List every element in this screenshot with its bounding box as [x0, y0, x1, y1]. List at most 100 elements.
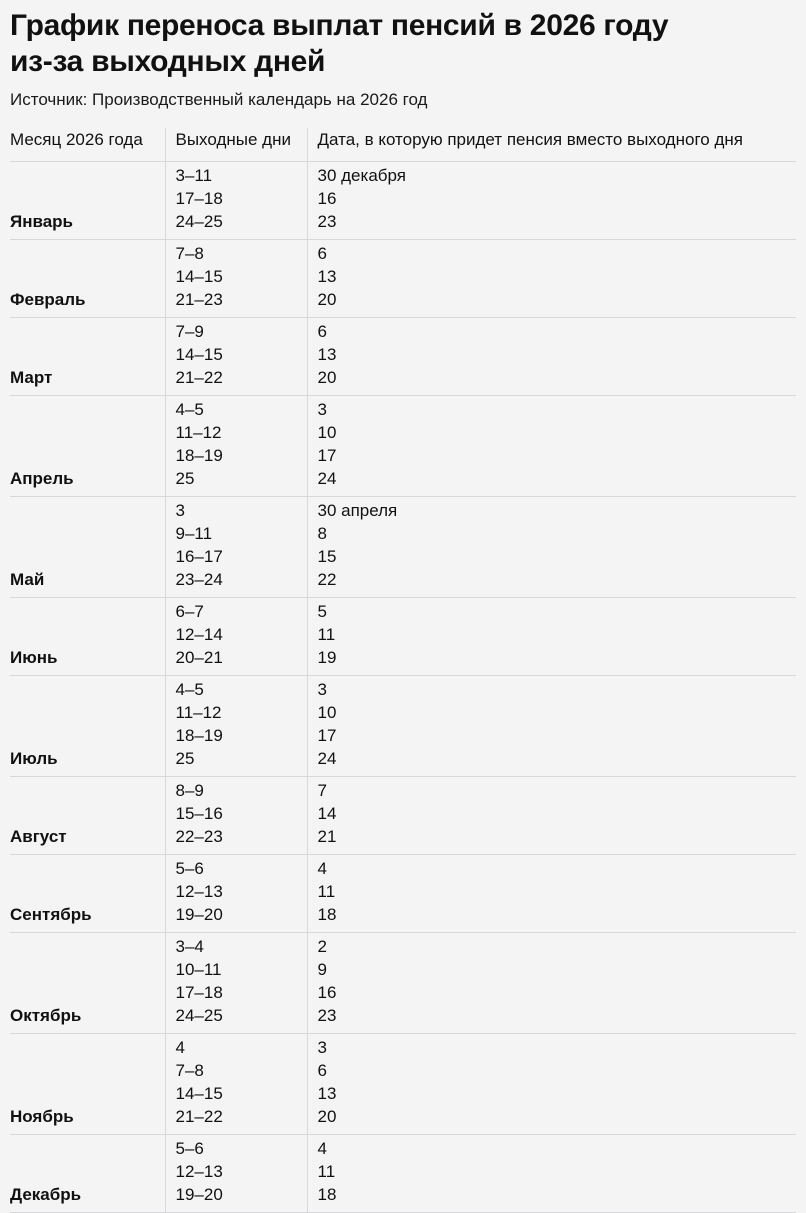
weekend-days-value: 22–23 [175, 827, 223, 846]
payment-date-value: 7 [317, 781, 327, 800]
payment-date-value: 30 апреля [317, 501, 398, 520]
weekend-days-value: 21–23 [175, 290, 223, 309]
payment-date-cell: 7 14 21 [306, 776, 796, 855]
weekend-days-value: 25 [175, 749, 195, 768]
column-header-weekend-days: Выходные дни [164, 128, 307, 162]
weekend-days-value: 25 [175, 469, 195, 488]
payment-date-value: 13 [317, 345, 337, 364]
payment-date-cell: 2 9 16 23 [306, 932, 796, 1034]
payment-date-value: 17 [317, 446, 337, 465]
weekend-days-value: 7–9 [175, 322, 204, 341]
payment-date-cell: 3 6 13 20 [306, 1033, 796, 1135]
weekend-days-value: 17–18 [175, 189, 223, 208]
payment-date-cell: 30 декабря 16 23 [306, 161, 796, 240]
payment-date-value: 13 [317, 1084, 337, 1103]
weekend-days-cell: 3–11 17–18 24–25 [164, 161, 307, 240]
payment-date-value: 24 [317, 469, 337, 488]
payment-date-value: 17 [317, 726, 337, 745]
payment-date-cell: 6 13 20 [306, 317, 796, 396]
weekend-days-value: 9–11 [175, 524, 213, 543]
weekend-days-value: 12–14 [175, 625, 223, 644]
month-cell: Ноябрь [10, 1034, 165, 1135]
pension-schedule-table: Месяц 2026 года Выходные дни Дата, в кот… [10, 128, 796, 1213]
payment-date-value: 30 декабря [317, 166, 406, 185]
table-row: Апрель 4–5 11–12 18–19 25 3 10 17 24 [10, 395, 796, 497]
month-label: Март [10, 368, 53, 387]
table-row: Август 8–9 15–16 22–23 7 14 21 [10, 776, 796, 855]
weekend-days-cell: 6–7 12–14 20–21 [164, 597, 307, 676]
weekend-days-value: 21–22 [175, 368, 223, 387]
payment-date-value: 6 [317, 322, 327, 341]
payment-date-value: 10 [317, 703, 337, 722]
payment-date-value: 4 [317, 1139, 327, 1158]
table-row: Июль 4–5 11–12 18–19 25 3 10 17 24 [10, 675, 796, 777]
table-row: Сентябрь 5–6 12–13 19–20 4 11 18 [10, 854, 796, 933]
payment-date-value: 16 [317, 983, 337, 1002]
payment-date-cell: 3 10 17 24 [306, 395, 796, 497]
weekend-days-value: 12–13 [175, 1162, 223, 1181]
payment-date-value: 20 [317, 368, 337, 387]
payment-date-value: 19 [317, 648, 337, 667]
payment-date-value: 11 [317, 625, 336, 644]
month-cell: Август [10, 777, 165, 855]
weekend-days-cell: 3–4 10–11 17–18 24–25 [164, 932, 307, 1034]
payment-date-value: 9 [317, 960, 327, 979]
table-row: Октябрь 3–4 10–11 17–18 24–25 2 9 16 23 [10, 932, 796, 1034]
weekend-days-value: 4–5 [175, 400, 204, 419]
month-cell: Апрель [10, 396, 165, 497]
column-header-payment-date: Дата, в которую придет пенсия вместо вых… [306, 128, 796, 162]
weekend-days-value: 5–6 [175, 1139, 204, 1158]
weekend-days-cell: 4–5 11–12 18–19 25 [164, 395, 307, 497]
month-label: Ноябрь [10, 1107, 74, 1126]
weekend-days-cell: 7–9 14–15 21–22 [164, 317, 307, 396]
payment-date-value: 15 [317, 547, 337, 566]
weekend-days-value: 14–15 [175, 345, 223, 364]
weekend-days-value: 24–25 [175, 212, 223, 231]
payment-date-value: 3 [317, 1038, 327, 1057]
weekend-days-value: 4–5 [175, 680, 204, 699]
month-cell: Июнь [10, 598, 165, 676]
payment-date-value: 18 [317, 905, 337, 924]
table-row: Май 3 9–11 16–17 23–24 30 апреля 8 15 22 [10, 496, 796, 598]
weekend-days-cell: 4–5 11–12 18–19 25 [164, 675, 307, 777]
payment-date-value: 20 [317, 290, 337, 309]
month-label: Июнь [10, 648, 58, 667]
month-label: Май [10, 570, 45, 589]
weekend-days-value: 23–24 [175, 570, 223, 589]
weekend-days-value: 14–15 [175, 1084, 223, 1103]
weekend-days-value: 3–11 [175, 166, 213, 185]
page-title: График переноса выплат пенсий в 2026 год… [10, 8, 796, 80]
source-caption: Источник: Производственный календарь на … [10, 90, 428, 109]
month-label: Апрель [10, 469, 74, 488]
payment-date-value: 8 [317, 524, 327, 543]
weekend-days-value: 12–13 [175, 882, 223, 901]
payment-date-cell: 3 10 17 24 [306, 675, 796, 777]
weekend-days-value: 18–19 [175, 446, 223, 465]
payment-date-value: 23 [317, 212, 337, 231]
payment-date-cell: 6 13 20 [306, 239, 796, 318]
weekend-days-value: 5–6 [175, 859, 204, 878]
weekend-days-value: 15–16 [175, 804, 223, 823]
weekend-days-cell: 5–6 12–13 19–20 [164, 854, 307, 933]
payment-date-cell: 4 11 18 [306, 1134, 796, 1213]
column-header-month: Месяц 2026 года [10, 128, 165, 162]
payment-date-value: 14 [317, 804, 337, 823]
weekend-days-value: 24–25 [175, 1006, 223, 1025]
weekend-days-value: 4 [175, 1038, 185, 1057]
weekend-days-value: 10–11 [175, 960, 222, 979]
weekend-days-value: 19–20 [175, 1185, 223, 1204]
table-body: Январь 3–11 17–18 24–25 30 декабря 16 23 Феврал… [10, 161, 796, 1213]
weekend-days-value: 3–4 [175, 937, 204, 956]
month-label: Август [10, 827, 67, 846]
weekend-days-value: 18–19 [175, 726, 223, 745]
payment-date-value: 21 [317, 827, 337, 846]
month-cell: Март [10, 318, 165, 396]
month-label: Февраль [10, 290, 86, 309]
weekend-days-value: 14–15 [175, 267, 223, 286]
weekend-days-value: 3 [175, 501, 185, 520]
month-label: Октябрь [10, 1006, 82, 1025]
payment-date-value: 4 [317, 859, 327, 878]
payment-date-value: 3 [317, 400, 327, 419]
weekend-days-value: 16–17 [175, 547, 223, 566]
